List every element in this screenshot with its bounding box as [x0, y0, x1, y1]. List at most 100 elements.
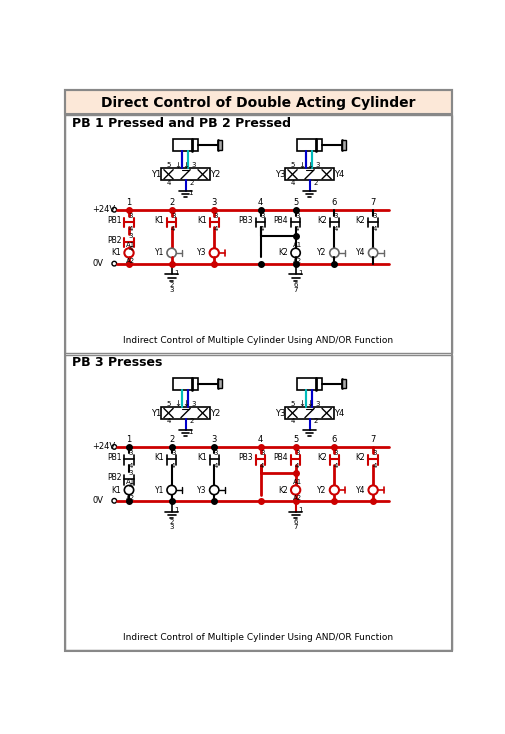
- Text: 3: 3: [212, 198, 217, 207]
- Bar: [297, 377, 322, 390]
- Text: 5: 5: [290, 162, 295, 168]
- Text: 3: 3: [191, 162, 195, 168]
- Text: 3: 3: [334, 213, 338, 219]
- Text: ↓: ↓: [298, 161, 306, 170]
- Circle shape: [167, 485, 176, 495]
- Text: Y1: Y1: [151, 170, 161, 179]
- Text: 4: 4: [260, 226, 265, 232]
- Text: Indirect Control of Multiple Cylinder Using AND/OR Function: Indirect Control of Multiple Cylinder Us…: [123, 336, 393, 345]
- Text: 4: 4: [128, 226, 133, 232]
- Circle shape: [112, 445, 117, 449]
- Text: ↓: ↓: [298, 399, 306, 408]
- Text: PB2: PB2: [107, 473, 121, 482]
- Text: 1: 1: [188, 190, 192, 196]
- Text: Y1: Y1: [155, 248, 164, 258]
- Text: Y2: Y2: [210, 170, 220, 179]
- Text: 6: 6: [332, 198, 337, 207]
- Text: ↓: ↓: [306, 161, 313, 170]
- Text: 2: 2: [189, 180, 194, 186]
- Text: 3: 3: [128, 450, 133, 456]
- Circle shape: [330, 248, 339, 258]
- Text: Y3: Y3: [275, 409, 285, 418]
- Text: 3: 3: [128, 213, 133, 219]
- Text: K1: K1: [154, 216, 164, 225]
- Text: 3: 3: [372, 213, 377, 219]
- Text: 4: 4: [334, 463, 338, 469]
- Circle shape: [112, 498, 117, 503]
- Text: K1: K1: [154, 453, 164, 462]
- Text: 6: 6: [293, 520, 298, 526]
- Text: PB 3 Presses: PB 3 Presses: [72, 356, 163, 368]
- Text: 3: 3: [191, 401, 195, 407]
- Text: 4: 4: [373, 226, 377, 232]
- Text: 4: 4: [128, 483, 133, 489]
- Text: Y4: Y4: [334, 409, 344, 418]
- Text: 4: 4: [290, 418, 295, 424]
- Text: K2: K2: [356, 453, 366, 462]
- Text: PB4: PB4: [273, 216, 288, 225]
- Text: 1: 1: [174, 507, 179, 513]
- Text: 2: 2: [189, 418, 194, 424]
- Text: Y4: Y4: [356, 485, 366, 495]
- Bar: [285, 168, 334, 181]
- Bar: [342, 140, 346, 150]
- Bar: [173, 377, 198, 390]
- Text: 2: 2: [170, 520, 174, 526]
- Text: A1: A1: [292, 479, 302, 485]
- Text: 1: 1: [298, 507, 302, 513]
- Text: 2: 2: [314, 180, 318, 186]
- Bar: [173, 139, 198, 151]
- Text: 3: 3: [372, 450, 377, 456]
- Text: 7: 7: [371, 198, 376, 207]
- Text: PB3: PB3: [238, 453, 253, 462]
- Text: 2: 2: [169, 198, 174, 207]
- Bar: [66, 115, 452, 353]
- Text: PB2: PB2: [107, 236, 121, 245]
- Text: 3: 3: [214, 213, 218, 219]
- Text: 3: 3: [171, 213, 175, 219]
- Text: 3: 3: [295, 213, 299, 219]
- Text: Direct Control of Double Acting Cylinder: Direct Control of Double Acting Cylinder: [101, 95, 416, 109]
- Text: PB 1 Pressed and PB 2 Pressed: PB 1 Pressed and PB 2 Pressed: [72, 117, 291, 130]
- Text: K1: K1: [197, 216, 207, 225]
- Text: ↓: ↓: [174, 161, 181, 170]
- Text: K2: K2: [278, 248, 288, 258]
- Bar: [218, 140, 222, 150]
- Text: 7: 7: [371, 435, 376, 445]
- Bar: [161, 168, 211, 181]
- Text: 3: 3: [169, 287, 174, 293]
- Text: 3: 3: [169, 524, 174, 530]
- Text: 4: 4: [166, 418, 171, 424]
- Text: Y1: Y1: [151, 409, 161, 418]
- Text: A2: A2: [292, 495, 302, 501]
- Text: 1: 1: [126, 435, 132, 445]
- Text: 5: 5: [293, 198, 298, 207]
- Circle shape: [291, 485, 300, 495]
- Text: 6: 6: [332, 435, 337, 445]
- Text: 5: 5: [166, 162, 171, 168]
- Text: PB3: PB3: [238, 216, 253, 225]
- Text: Y2: Y2: [317, 248, 327, 258]
- Text: K1: K1: [197, 453, 207, 462]
- Text: 3: 3: [212, 435, 217, 445]
- Circle shape: [124, 248, 134, 258]
- Text: 5: 5: [290, 401, 295, 407]
- Text: 4: 4: [214, 463, 218, 469]
- Text: 4: 4: [171, 226, 175, 232]
- Text: K2: K2: [356, 216, 366, 225]
- Text: A1: A1: [292, 242, 302, 248]
- Text: K2: K2: [278, 485, 288, 495]
- Text: 4: 4: [260, 463, 265, 469]
- Bar: [218, 379, 222, 388]
- Text: 0V: 0V: [92, 496, 104, 505]
- Text: 4: 4: [295, 226, 299, 232]
- Text: A1: A1: [126, 242, 135, 248]
- Text: 4: 4: [128, 463, 133, 469]
- Text: ↓: ↓: [182, 161, 189, 170]
- Text: Indirect Control of Multiple Cylinder Using AND/OR Function: Indirect Control of Multiple Cylinder Us…: [123, 633, 393, 642]
- Text: Y4: Y4: [334, 170, 344, 179]
- Text: 2: 2: [314, 418, 318, 424]
- Bar: [285, 407, 334, 419]
- Text: Y1: Y1: [155, 485, 164, 495]
- Bar: [161, 407, 211, 419]
